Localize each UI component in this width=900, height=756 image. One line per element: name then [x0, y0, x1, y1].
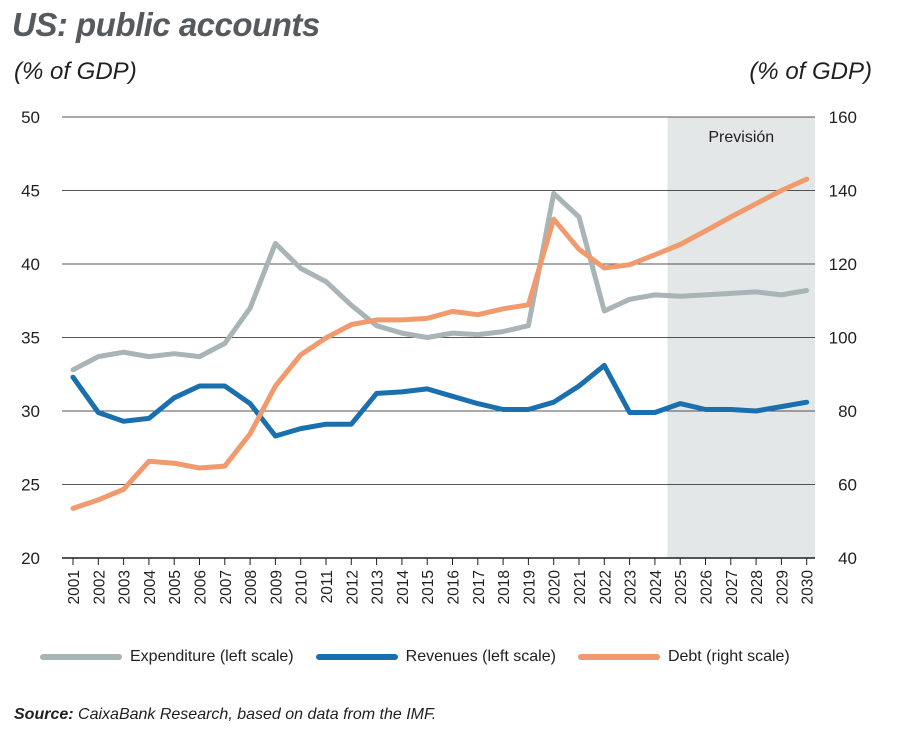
- legend-swatch-expenditure: [40, 654, 122, 660]
- legend-swatch-revenues: [315, 654, 398, 660]
- legend-label-debt: Debt (right scale): [667, 648, 790, 665]
- y-tick-left: 45: [21, 182, 40, 201]
- x-tick-label: 2023: [623, 570, 640, 604]
- x-tick-label: 2003: [117, 570, 134, 604]
- x-tick-label: 2025: [673, 570, 690, 604]
- legend-item-expenditure: Expenditure (left scale): [40, 648, 294, 666]
- chart-title: US: public accounts: [12, 6, 320, 43]
- y-tick-right: 160: [829, 108, 857, 127]
- x-tick-label: 2016: [446, 570, 463, 604]
- y-tick-right: 80: [838, 402, 857, 421]
- x-tick-label: 2015: [420, 570, 437, 604]
- left-axis-unit: (% of GDP): [14, 58, 137, 85]
- y-tick-left: 50: [21, 108, 40, 127]
- y-tick-right: 40: [838, 549, 857, 568]
- x-tick-label: 2001: [66, 570, 83, 604]
- x-tick-label: 2005: [167, 570, 184, 604]
- x-tick-label: 2020: [547, 570, 564, 605]
- x-tick-label: 2008: [243, 570, 260, 604]
- x-tick-label: 2014: [395, 570, 412, 605]
- x-tick-label: 2022: [597, 570, 614, 604]
- legend-item-revenues: Revenues (left scale): [315, 648, 556, 666]
- legend-item-debt: Debt (right scale): [577, 648, 790, 666]
- source-text: CaixaBank Research, based on data from t…: [78, 706, 437, 723]
- y-tick-right: 120: [829, 255, 857, 274]
- x-tick-label: 2024: [648, 570, 665, 605]
- legend-label-expenditure: Expenditure (left scale): [130, 648, 294, 665]
- series-line-expenditure: [70, 190, 810, 373]
- y-tick-right: 60: [838, 476, 857, 495]
- x-tick-label: 2029: [774, 570, 791, 604]
- legend-label-revenues: Revenues (left scale): [405, 648, 556, 665]
- y-tick-left: 25: [21, 476, 40, 495]
- legend-swatch-debt: [577, 654, 660, 660]
- x-tick-label: 2017: [471, 570, 488, 604]
- x-tick-label: 2002: [91, 570, 108, 604]
- series-line-debt: [70, 176, 810, 511]
- x-tick-label: 2027: [724, 570, 741, 604]
- x-tick-label: 2013: [370, 570, 387, 604]
- x-tick-label: 2012: [344, 570, 361, 604]
- y-tick-right: 140: [829, 182, 857, 201]
- right-axis-unit: (% of GDP): [749, 58, 872, 85]
- x-tick-label: 2028: [749, 570, 766, 604]
- series-line-revenues: [70, 362, 810, 439]
- y-tick-left: 40: [21, 255, 40, 274]
- y-tick-left: 35: [21, 329, 40, 348]
- x-tick-label: 2004: [142, 570, 159, 605]
- x-tick-label: 2010: [294, 570, 311, 605]
- x-tick-label: 2019: [521, 570, 538, 604]
- x-tick-label: 2030: [800, 570, 817, 605]
- x-tick-label: 2011: [319, 570, 336, 603]
- x-tick-label: 2009: [268, 570, 285, 604]
- x-tick-label: 2007: [218, 570, 235, 604]
- forecast-band-label: Previsión: [708, 129, 774, 146]
- x-tick-label: 2026: [699, 570, 716, 604]
- x-tick-label: 2021: [572, 570, 589, 604]
- source-label: Source:: [14, 706, 74, 723]
- y-tick-right: 100: [829, 329, 857, 348]
- chart-legend: Expenditure (left scale) Revenues (left …: [40, 648, 812, 666]
- source-note: Source: CaixaBank Research, based on dat…: [14, 706, 436, 724]
- x-tick-label: 2006: [193, 570, 210, 604]
- x-tick-label: 2018: [496, 570, 513, 604]
- y-tick-left: 30: [21, 402, 40, 421]
- y-tick-left: 20: [21, 549, 40, 568]
